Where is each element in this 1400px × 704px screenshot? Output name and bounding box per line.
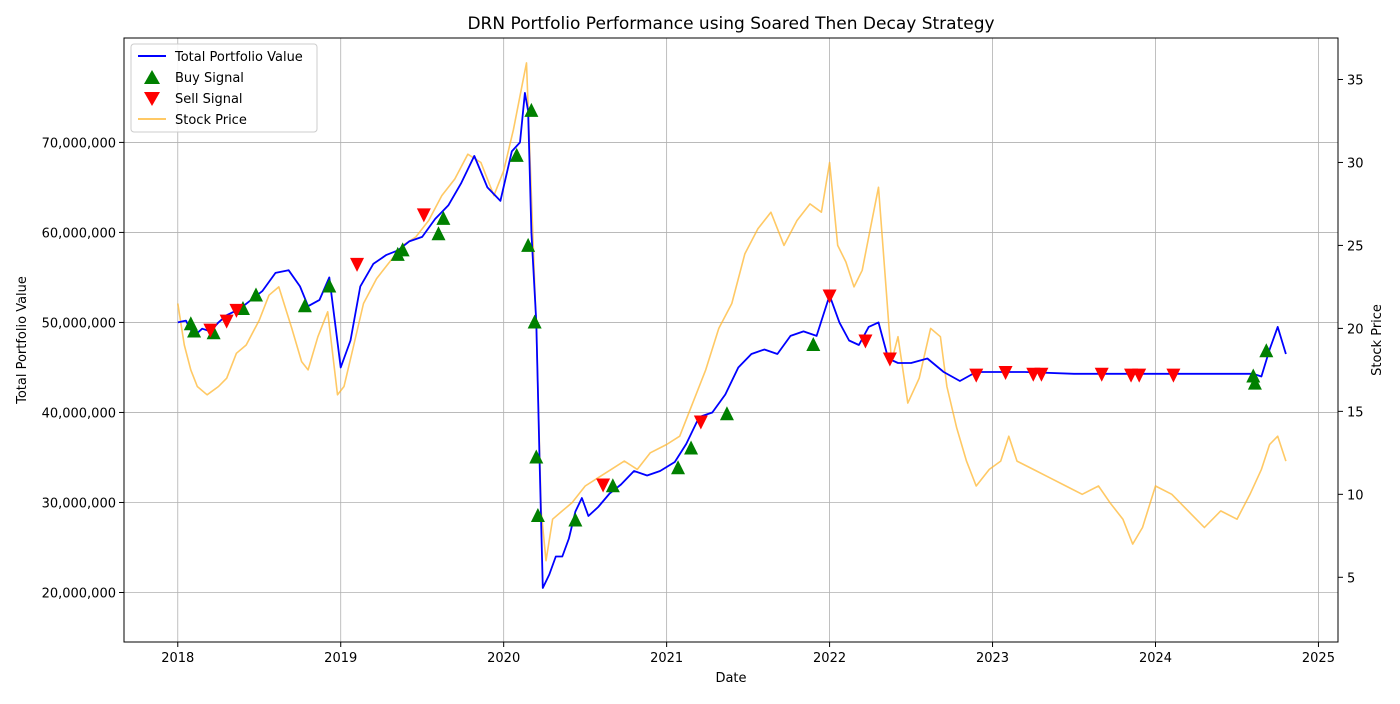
buy-signal-marker <box>605 478 620 493</box>
sell-signal-marker <box>1094 367 1109 382</box>
signal-layer <box>183 102 1274 527</box>
y2-tick-label: 15 <box>1347 405 1364 420</box>
buy-signal-marker <box>187 323 202 338</box>
sell-signal-marker <box>969 368 984 383</box>
sell-signal-marker <box>229 303 244 318</box>
buy-signal-marker <box>684 440 699 455</box>
x-tick-label: 2022 <box>813 651 846 666</box>
buy-signal-marker <box>806 336 821 351</box>
buy-signal-marker <box>248 287 263 302</box>
sell-signal-marker <box>998 365 1013 380</box>
y-axis-label: Total Portfolio Value <box>15 276 30 405</box>
sell-signal-marker <box>1034 367 1049 382</box>
x-tick-label: 2023 <box>976 651 1009 666</box>
x-tick-label: 2020 <box>487 651 520 666</box>
buy-signal-marker <box>431 226 446 241</box>
x-tick-label: 2021 <box>650 651 683 666</box>
sell-signal-marker <box>416 208 431 223</box>
y2-axis-label: Stock Price <box>1370 304 1385 376</box>
y2-tick-label: 25 <box>1347 239 1364 254</box>
legend-swatch-sell-signal <box>144 92 160 106</box>
buy-signal-marker <box>436 210 451 225</box>
y-tick-label: 50,000,000 <box>42 316 116 331</box>
x-tick-label: 2018 <box>161 651 194 666</box>
buy-signal-marker <box>527 314 542 329</box>
buy-signal-marker <box>1246 368 1261 383</box>
y-tick-label: 60,000,000 <box>42 226 116 241</box>
portfolio-value-line <box>177 92 1287 589</box>
x-tick-label: 2024 <box>1139 651 1172 666</box>
buy-signal-marker <box>509 147 524 162</box>
legend-label-stock-price: Stock Price <box>175 113 247 128</box>
legend-swatch-buy-signal <box>144 70 160 84</box>
tick-layer: 2018 2019 2020 2021 2022 2023 2024 202520,000,0… <box>42 73 1364 666</box>
y2-tick-label: 20 <box>1347 322 1364 337</box>
x-tick-label: 2025 <box>1302 651 1335 666</box>
buy-signal-marker <box>521 237 536 252</box>
sell-signal-marker <box>1132 368 1147 383</box>
chart-title: DRN Portfolio Performance using Soared T… <box>467 14 994 34</box>
portfolio-value-layer <box>177 92 1287 589</box>
y-tick-label: 70,000,000 <box>42 136 116 151</box>
grid-layer <box>124 38 1338 642</box>
y-tick-label: 40,000,000 <box>42 406 116 421</box>
y-tick-label: 30,000,000 <box>42 496 116 511</box>
buy-signal-marker <box>1259 343 1274 358</box>
buy-signal-marker <box>1247 375 1262 390</box>
y2-tick-label: 35 <box>1347 73 1364 88</box>
y2-tick-label: 30 <box>1347 156 1364 171</box>
sell-signal-marker <box>350 257 365 272</box>
y-tick-label: 20,000,000 <box>42 586 116 601</box>
sell-signal-marker <box>596 478 611 493</box>
legend-box <box>130 43 318 133</box>
sell-signal-marker <box>858 334 873 349</box>
buy-signal-marker <box>524 102 539 117</box>
buy-signal-marker <box>568 512 583 527</box>
stock-price-layer <box>177 62 1287 562</box>
legend-label-buy-signal: Buy Signal <box>175 71 244 86</box>
plot-frame <box>123 37 1339 643</box>
sell-signal-marker <box>1166 368 1181 383</box>
buy-signal-marker <box>719 406 734 421</box>
buy-signal-marker <box>529 449 544 464</box>
x-tick-label: 2019 <box>324 651 357 666</box>
legend-label-sell-signal: Sell Signal <box>175 92 243 107</box>
x-axis-label: Date <box>715 671 746 686</box>
sell-signal-marker <box>693 415 708 430</box>
sell-signal-marker <box>882 352 897 367</box>
stock-price-line <box>177 62 1287 562</box>
buy-signal-marker <box>395 242 410 257</box>
sell-signal-marker <box>203 323 218 338</box>
buy-signal-marker <box>671 460 686 475</box>
buy-signal-marker <box>530 507 545 522</box>
buy-signal-marker <box>322 278 337 293</box>
sell-signal-marker <box>822 289 837 304</box>
y2-tick-label: 10 <box>1347 488 1364 503</box>
legend: Total Portfolio Value Buy Signal Sell Si… <box>130 43 318 133</box>
buy-signal-marker <box>297 298 312 313</box>
legend-label-portfolio-value: Total Portfolio Value <box>174 50 303 65</box>
sell-signal-marker <box>219 314 234 329</box>
y2-tick-label: 5 <box>1347 571 1355 586</box>
